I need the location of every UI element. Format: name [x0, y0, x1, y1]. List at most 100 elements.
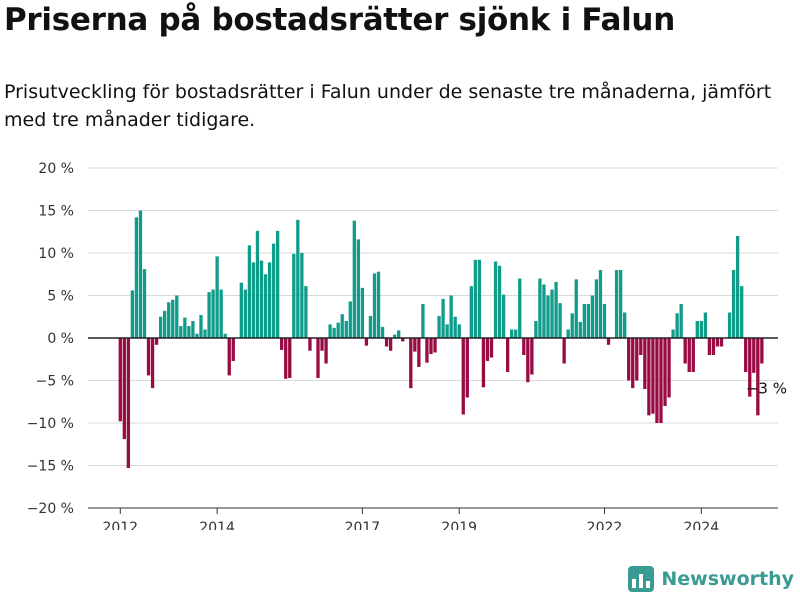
bar-chart: 20 % 15 % 10 % 5 % 0 % −5 % −10 % −15 % −20 % 20…	[27, 161, 787, 530]
chart-subtitle: Prisutveckling för bostadsrätter i Falun…	[4, 81, 772, 131]
y-axis-tick-labels: 20 % 15 % 10 % 5 % 0 % −5 % −10 % −15 % −20 %	[27, 161, 74, 517]
bar	[614, 270, 619, 338]
bar	[618, 270, 623, 338]
bar	[227, 338, 231, 376]
x-tick-label: 2012	[102, 520, 138, 530]
bar	[376, 271, 381, 338]
bar	[538, 278, 542, 338]
bar	[497, 265, 502, 338]
bar	[409, 338, 413, 389]
bar	[393, 334, 397, 338]
bar	[598, 270, 603, 338]
bar	[546, 295, 550, 338]
bar	[211, 289, 215, 338]
bar	[514, 329, 518, 338]
bar	[203, 329, 207, 338]
bar	[126, 338, 131, 469]
bar	[453, 316, 457, 338]
y-tick-label: 0 %	[47, 331, 74, 347]
bar	[300, 253, 304, 338]
bar	[510, 329, 514, 338]
bar	[748, 338, 752, 397]
bar	[719, 338, 724, 347]
bar	[340, 314, 344, 338]
bar	[760, 338, 764, 364]
bar	[308, 338, 312, 351]
gridlines	[88, 167, 778, 509]
bar	[348, 301, 352, 338]
bar	[485, 338, 490, 361]
bar	[247, 245, 252, 338]
bar	[332, 327, 336, 338]
x-axis: 2012 2014 2017 2019 2022 2024	[88, 507, 778, 530]
bar	[437, 315, 441, 338]
bar	[554, 281, 558, 338]
bar	[231, 338, 235, 361]
bar	[606, 338, 611, 345]
x-tick-label: 2024	[684, 520, 720, 530]
bar	[659, 338, 663, 423]
bar	[570, 313, 574, 338]
bar	[731, 270, 736, 338]
bar	[586, 304, 591, 338]
bar	[425, 338, 429, 363]
bar	[288, 338, 292, 378]
bar	[368, 315, 373, 338]
bar	[146, 338, 151, 376]
bar	[643, 338, 647, 389]
bar	[627, 338, 631, 381]
bar	[582, 304, 586, 338]
bar	[602, 304, 607, 338]
bar	[433, 338, 437, 353]
bar	[122, 338, 126, 440]
bar	[328, 324, 332, 338]
bar	[711, 338, 716, 355]
bar	[707, 338, 712, 355]
bar	[118, 338, 122, 422]
bar	[445, 324, 449, 338]
bar	[150, 338, 155, 389]
bar	[130, 290, 135, 338]
bar	[259, 260, 264, 338]
bar	[219, 289, 223, 338]
bar	[154, 338, 159, 345]
bar	[223, 333, 227, 338]
bar	[457, 324, 461, 338]
bar	[187, 326, 191, 338]
bar	[522, 338, 526, 355]
bar	[380, 326, 385, 338]
bar	[735, 236, 740, 338]
bar	[388, 338, 393, 351]
bar	[284, 338, 288, 379]
bar	[594, 279, 599, 338]
bar	[465, 338, 469, 398]
bar	[469, 286, 473, 338]
bar	[635, 338, 639, 381]
y-tick-label: −15 %	[27, 459, 74, 475]
bar	[401, 338, 405, 342]
bar	[324, 338, 328, 364]
bar	[280, 338, 284, 350]
bar	[158, 316, 163, 338]
bar	[590, 295, 595, 338]
bar	[296, 219, 300, 338]
bar	[360, 287, 365, 338]
bar	[574, 279, 578, 338]
bar	[251, 262, 256, 338]
bar	[703, 312, 708, 338]
bar	[461, 338, 465, 415]
bar	[562, 338, 566, 364]
bar	[477, 259, 482, 338]
bar	[215, 256, 219, 338]
y-tick-label: 15 %	[38, 204, 74, 220]
y-tick-label: −10 %	[27, 416, 74, 432]
bar	[263, 274, 268, 338]
x-tick-label: 2017	[345, 520, 381, 530]
bar	[663, 338, 667, 406]
bar	[647, 338, 651, 416]
bar	[752, 338, 756, 373]
bar	[239, 282, 243, 338]
latest-value-label: −3 %	[746, 380, 787, 398]
y-tick-label: −5 %	[36, 374, 74, 390]
bar	[429, 338, 433, 355]
